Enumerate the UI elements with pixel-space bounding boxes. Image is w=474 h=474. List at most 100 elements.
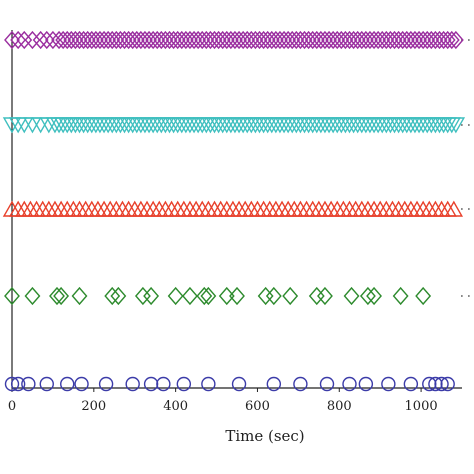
x-ticks: 0 200 400 600 800 1000 [8, 388, 438, 414]
series-0-point-58 [259, 30, 276, 50]
series-0-point-42 [194, 30, 211, 50]
series-0-point-81 [353, 30, 370, 50]
series-0-point-18 [96, 30, 112, 50]
series-0-point-76 [333, 30, 350, 50]
series-0-point-34 [161, 30, 178, 50]
series-1-point-4 [31, 117, 50, 134]
series-0-point-4 [32, 30, 49, 50]
series-0-point-92 [398, 30, 415, 50]
series-0-point-17 [92, 30, 108, 50]
series-0-point-36 [169, 30, 186, 50]
series-2-trail-dot [467, 208, 470, 210]
series-4-point-15 [319, 376, 335, 392]
series-0-point-72 [317, 30, 333, 50]
series-0-point-29 [141, 30, 157, 50]
series-0-point-10 [63, 30, 80, 50]
series-0-point-68 [300, 30, 317, 50]
series-0-point-39 [182, 30, 198, 50]
series-0-point-59 [263, 30, 280, 50]
series-0-point-38 [177, 30, 194, 50]
series-4-point-14 [293, 376, 308, 392]
series-0-point-87 [378, 30, 395, 50]
series-4-point-5 [74, 376, 89, 392]
series-0-point-82 [357, 30, 374, 50]
series-3-point-22 [366, 286, 382, 306]
series-0-point-77 [337, 30, 354, 50]
series-4-point-8 [143, 376, 159, 392]
series-0-point-100 [431, 30, 448, 50]
series-0-point-94 [407, 30, 423, 50]
x-tick-label-5: 1000 [405, 399, 438, 414]
series-3-point-16 [265, 286, 282, 306]
series-0-point-14 [79, 30, 96, 50]
series-0-point-26 [128, 30, 145, 50]
series-4-point-18 [381, 376, 396, 392]
series-4-point-13 [266, 376, 282, 392]
series-0-point-63 [280, 30, 297, 50]
series-4-point-6 [98, 376, 114, 392]
series-0-point-20 [104, 30, 121, 50]
series-0-point-30 [145, 30, 162, 50]
series-4-point-16 [342, 376, 357, 392]
series-3-point-14 [229, 286, 245, 306]
series-3 [4, 286, 470, 306]
series-0-point-85 [370, 30, 387, 50]
series-0-point-89 [386, 30, 403, 50]
series-0-point-2 [16, 30, 33, 50]
series-0-point-12 [71, 30, 88, 50]
series-0-point-86 [374, 30, 391, 50]
series-0-point-33 [157, 30, 174, 50]
series-0-point-28 [137, 30, 153, 50]
x-tick-label-4: 800 [327, 399, 352, 414]
series-3-point-24 [415, 286, 432, 306]
series-4-point-2 [21, 376, 36, 392]
series-0-point-73 [321, 30, 337, 50]
series-1-trail-dot [460, 124, 463, 126]
series-0-point-22 [112, 30, 129, 50]
series-0-point-48 [218, 30, 235, 50]
series-0-point-102 [439, 30, 456, 50]
series-4-point-17 [358, 376, 374, 392]
series-4-trail-dot [468, 383, 470, 385]
series-4-point-9 [156, 376, 171, 392]
series-0-point-101 [435, 30, 452, 50]
series-0-point-54 [243, 30, 260, 50]
series-1-point-104 [446, 117, 466, 134]
series-0-point-19 [100, 30, 117, 50]
series-0-point-80 [349, 30, 366, 50]
series-4-point-0 [4, 376, 20, 392]
series-0-point-9 [59, 30, 76, 50]
series-0-point-57 [255, 30, 272, 50]
series-4-point-1 [10, 376, 26, 392]
series-3-point-6 [110, 286, 127, 306]
series-4-point-19 [403, 376, 419, 392]
series-0-point-60 [267, 30, 284, 50]
series-0-point-78 [341, 30, 358, 50]
series-0-point-88 [382, 30, 399, 50]
series-0-point-50 [227, 30, 243, 50]
series-0-point-47 [214, 30, 231, 50]
series-0-point-27 [132, 30, 149, 50]
series-0-point-0 [4, 30, 20, 50]
series-0-point-67 [296, 30, 313, 50]
series-3-point-18 [308, 286, 325, 306]
series-0-point-37 [173, 30, 190, 50]
series-3-point-15 [257, 286, 274, 306]
series-1 [2, 117, 470, 134]
series-0-point-15 [83, 30, 100, 50]
series-0-point-69 [304, 30, 321, 50]
series-3-point-4 [71, 286, 88, 306]
series-2-trail-dot [460, 208, 463, 210]
series-0-point-23 [116, 30, 133, 50]
series-0-point-13 [75, 30, 92, 50]
series-0-point-52 [235, 30, 252, 50]
series-0-point-53 [239, 30, 256, 50]
series-3-point-20 [343, 286, 360, 306]
series-3-point-12 [200, 286, 217, 306]
series-0-point-61 [272, 30, 288, 50]
series-0-point-65 [288, 30, 305, 50]
series-0-point-66 [292, 30, 309, 50]
series-0-point-56 [251, 30, 268, 50]
series-4-trail-dot [461, 383, 463, 385]
